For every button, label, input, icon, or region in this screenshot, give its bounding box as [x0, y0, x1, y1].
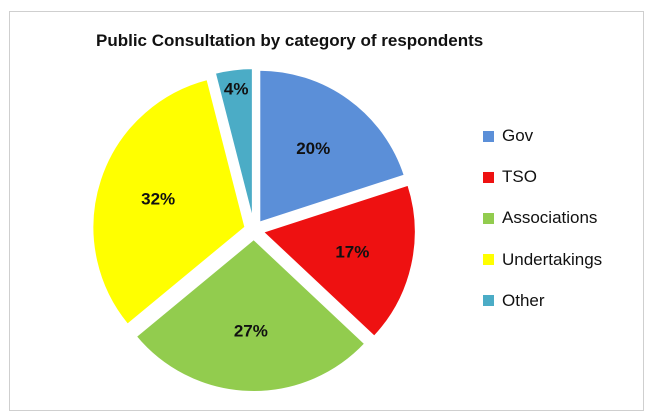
pie-slice-gov: [258, 68, 407, 225]
slice-label-other: 4%: [224, 80, 249, 99]
legend-item-tso: TSO: [483, 165, 602, 189]
pie-slice-other: [213, 67, 254, 222]
legend-label: TSO: [502, 167, 537, 187]
slice-label-gov: 20%: [296, 139, 330, 158]
chart-title: Public Consultation by category of respo…: [96, 31, 484, 50]
legend-swatch: [483, 295, 494, 307]
pie-slice-associations: [134, 237, 367, 393]
slice-label-tso: 17%: [335, 242, 369, 261]
legend-item-associations: Associations: [483, 206, 602, 230]
legend-item-undertakings: Undertakings: [483, 248, 602, 272]
pie-slice-tso: [260, 183, 417, 339]
legend-item-other: Other: [483, 289, 602, 313]
legend-swatch: [483, 171, 494, 183]
pie-chart: 20% 17% 27% 32% 4%: [91, 67, 417, 393]
legend-label: Undertakings: [502, 249, 603, 269]
legend-label: Other: [502, 290, 545, 310]
legend-label: Gov: [502, 126, 534, 145]
slice-label-undertakings: 32%: [141, 189, 175, 208]
legend-item-gov: Gov: [483, 124, 602, 148]
slice-label-associations: 27%: [234, 321, 268, 340]
legend: Gov TSO Associations Undertakings Other: [483, 124, 602, 330]
legend-swatch: [483, 212, 494, 224]
legend-swatch: [483, 130, 494, 142]
pie-slice-undertakings: [91, 77, 247, 327]
legend-swatch: [483, 254, 494, 266]
legend-label: Associations: [502, 208, 598, 228]
